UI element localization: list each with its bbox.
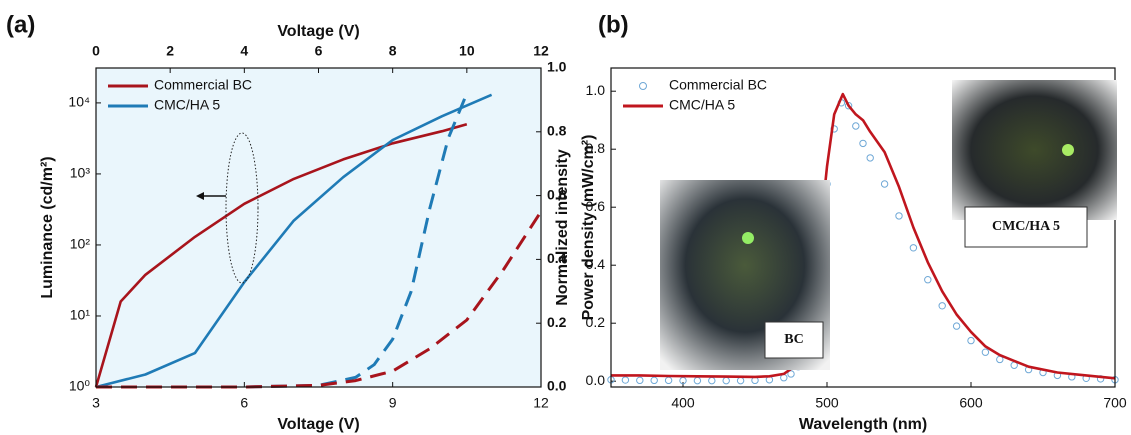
x-axis-title: Wavelength (nm) xyxy=(799,416,927,433)
y-tick-label: 1.0 xyxy=(586,82,606,98)
x-tick-label: 6 xyxy=(240,395,248,411)
x2-tick-label: 6 xyxy=(315,43,323,59)
panel-label: (a) xyxy=(6,11,35,38)
y-tick-label: 0.2 xyxy=(586,314,606,330)
photo-glow xyxy=(742,232,754,244)
y2-axis-title: Power density (mW/cm²) xyxy=(580,135,597,321)
y-tick-label: 0.0 xyxy=(586,372,606,388)
y2-tick-label: 1.0 xyxy=(547,59,567,75)
y-tick-label: 0.4 xyxy=(586,256,606,272)
plot-area xyxy=(96,68,541,387)
x2-tick-label: 2 xyxy=(166,43,174,59)
inset-label: CMC/HA 5 xyxy=(992,219,1060,234)
x2-tick-label: 8 xyxy=(389,43,397,59)
photo-glow xyxy=(1062,144,1074,156)
x-tick-label: 500 xyxy=(815,395,839,411)
inset-label: BC xyxy=(784,332,803,347)
y-tick-label: 0.6 xyxy=(586,198,606,214)
x-tick-label: 9 xyxy=(389,395,397,411)
legend-label: CMC/HA 5 xyxy=(669,97,735,113)
x-tick-label: 12 xyxy=(533,395,549,411)
legend-label: Commercial BC xyxy=(154,77,252,93)
x-axis-title: Voltage (V) xyxy=(277,416,359,433)
legend-label: Commercial BC xyxy=(669,77,767,93)
x2-tick-label: 4 xyxy=(240,43,248,59)
x2-tick-label: 10 xyxy=(459,43,475,59)
y2-tick-label: 0.2 xyxy=(547,314,567,330)
x2-tick-label: 12 xyxy=(533,43,549,59)
x-tick-label: 600 xyxy=(959,395,983,411)
x2-tick-label: 0 xyxy=(92,43,100,59)
y-tick-label: 10¹ xyxy=(70,307,91,323)
legend-label: CMC/HA 5 xyxy=(154,97,220,113)
y-tick-label: 0.8 xyxy=(586,140,606,156)
y-axis-title: Luminance (cd/m²) xyxy=(39,156,56,298)
figure: 3 6 9 12 0 2 4 6 8 10 12 10⁰ 10¹ 10² 10³ 10⁴ 0.0 0.2 0.4 0.… xyxy=(0,0,1131,435)
x-tick-label: 3 xyxy=(92,395,100,411)
y2-tick-label: 0.8 xyxy=(547,123,567,139)
y-tick-label: 10⁴ xyxy=(68,94,90,110)
panel-label: (b) xyxy=(598,11,629,38)
y-tick-label: 10² xyxy=(70,236,91,252)
inset-photo xyxy=(952,80,1117,220)
y-tick-label: 10⁰ xyxy=(69,378,91,394)
x2-axis-title: Voltage (V) xyxy=(277,23,359,40)
y2-tick-label: 0.0 xyxy=(547,378,567,394)
y-axis-title: Normalized intensity xyxy=(554,149,571,306)
x-tick-label: 400 xyxy=(671,395,695,411)
x-tick-label: 700 xyxy=(1103,395,1127,411)
y-tick-label: 10³ xyxy=(70,165,91,181)
